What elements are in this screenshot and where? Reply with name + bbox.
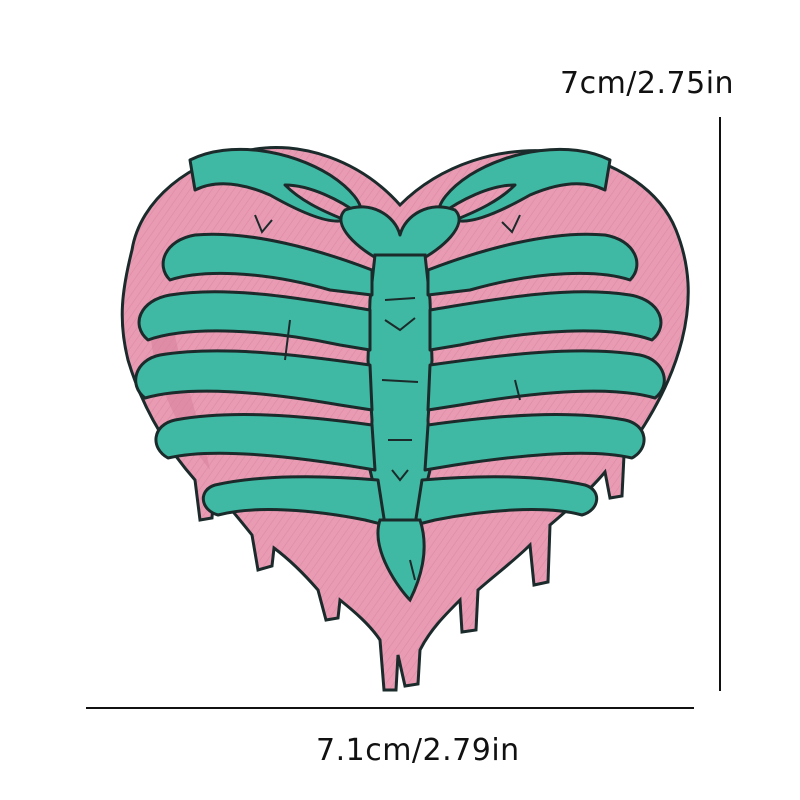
spine-details bbox=[381, 297, 419, 482]
height-dimension-line bbox=[719, 117, 721, 691]
crack-stitches bbox=[254, 214, 521, 581]
width-dimension-label: 7.1cm/2.79in bbox=[316, 733, 520, 768]
lower-bones bbox=[376, 518, 426, 603]
height-dimension-label: 7cm/2.75in bbox=[560, 66, 735, 101]
left-ribs bbox=[134, 232, 387, 527]
right-ribs bbox=[413, 232, 666, 527]
width-dimension-line bbox=[86, 707, 694, 709]
collarbones bbox=[188, 147, 612, 262]
